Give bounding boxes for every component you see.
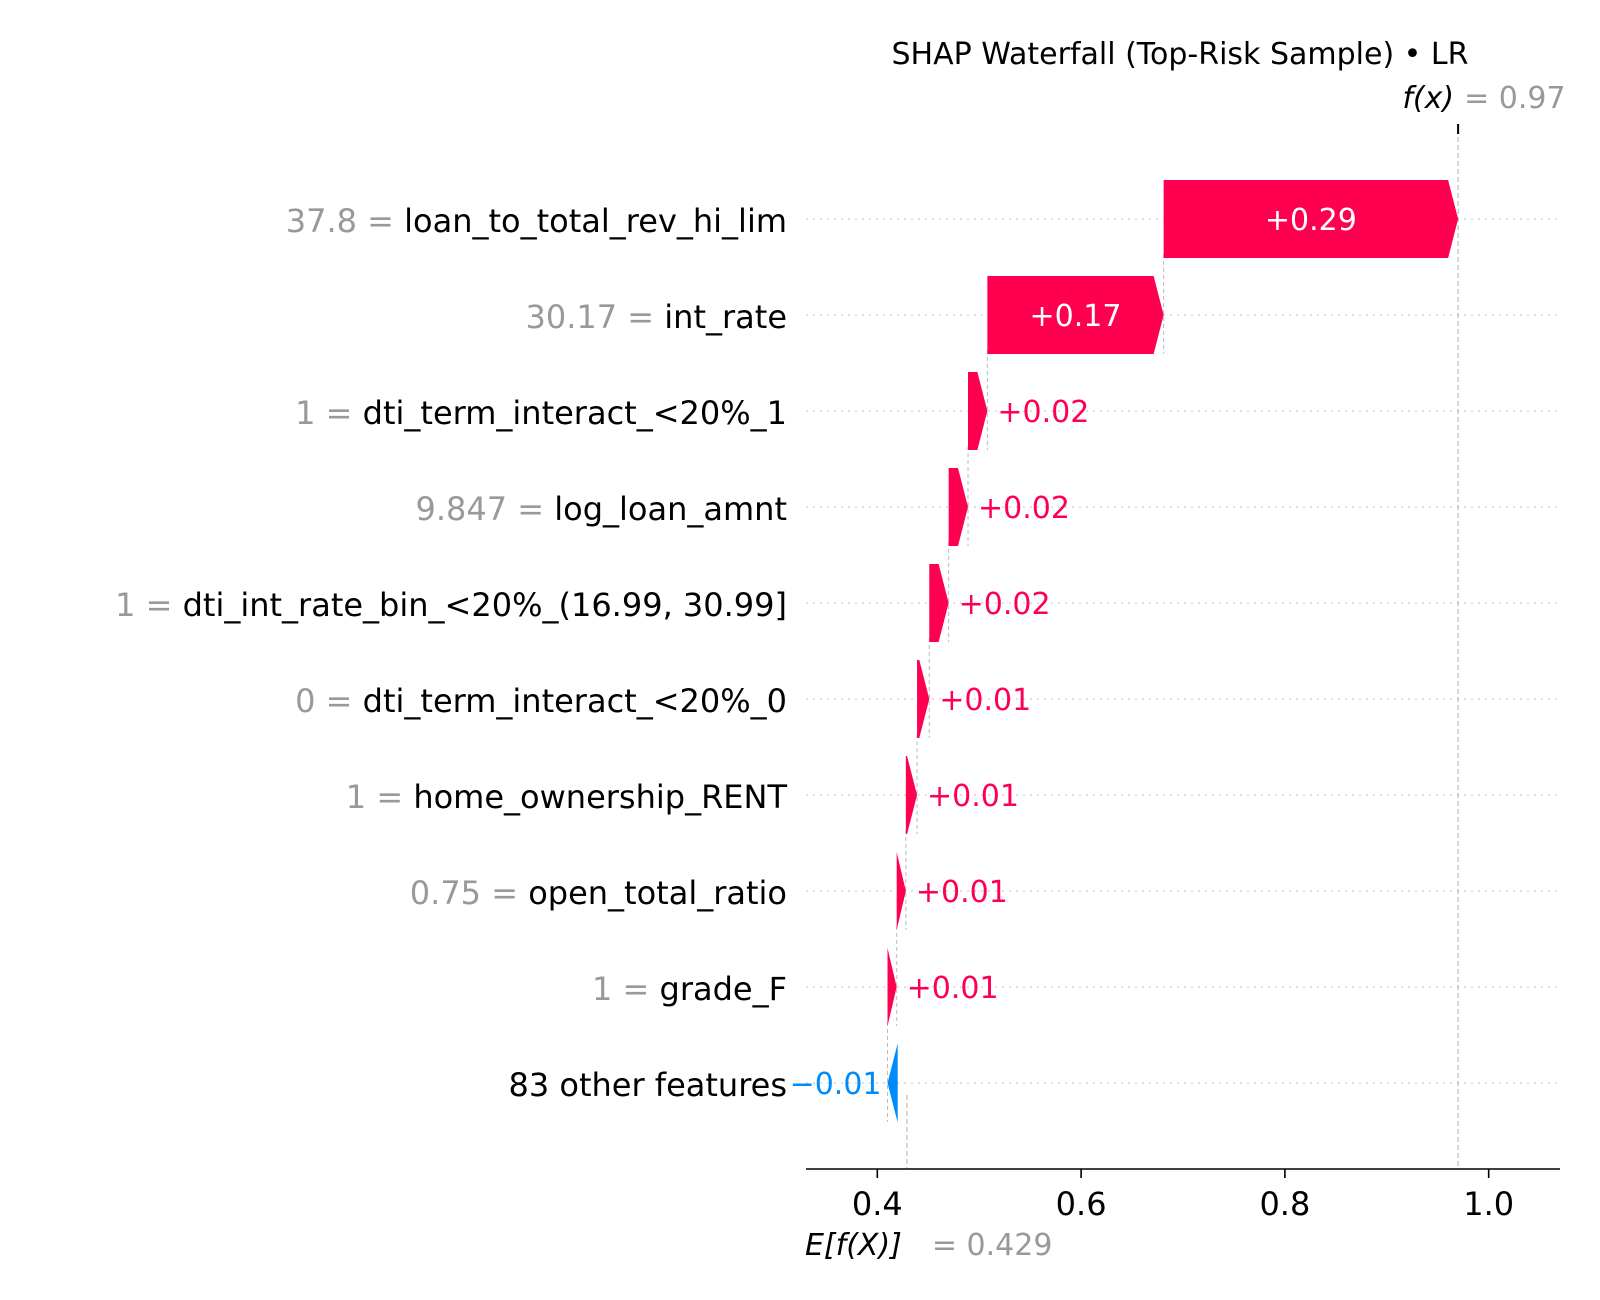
feature-name: 83 other features [508, 1066, 787, 1104]
shap-value-label: +0.29 [1265, 203, 1357, 238]
waterfall-bar [887, 948, 897, 1026]
feature-label: 37.8 = loan_to_total_rev_hi_lim [286, 202, 787, 240]
feature-value: 1 = [346, 778, 414, 816]
base-value-label: E[f(X)] [805, 1228, 902, 1263]
feature-name: dti_term_interact_<20%_1 [363, 394, 787, 432]
feature-name: home_ownership_RENT [413, 778, 787, 816]
feature-label: 1 = dti_term_interact_<20%_1 [295, 394, 787, 432]
waterfall-bar [887, 1044, 898, 1122]
feature-name: open_total_ratio [528, 874, 787, 912]
feature-value: 30.17 = [526, 298, 665, 336]
feature-label: 1 = grade_F [592, 970, 787, 1008]
feature-name: dti_int_rate_bin_<20%_(16.99, 30.99] [183, 586, 787, 624]
shap-value-label: +0.02 [978, 491, 1070, 526]
feature-value: 37.8 = [286, 202, 404, 240]
x-tick-label: 0.4 [852, 1185, 903, 1223]
shap-value-label: +0.01 [939, 683, 1031, 718]
feature-name: int_rate [664, 298, 787, 336]
feature-label: 1 = home_ownership_RENT [346, 778, 788, 816]
feature-value: 1 = [115, 586, 183, 624]
feature-label: 0.75 = open_total_ratio [410, 874, 787, 912]
output-value-label: f(x) [1402, 81, 1454, 116]
waterfall-bar [948, 468, 969, 546]
shap-value-label: +0.02 [997, 395, 1089, 430]
x-tick-label: 0.8 [1259, 1185, 1310, 1223]
feature-value: 9.847 = [415, 490, 554, 528]
waterfall-bar [896, 852, 906, 930]
feature-label: 83 other features [508, 1066, 787, 1104]
shap-value-label: −0.01 [790, 1067, 882, 1102]
base-value-text: = 0.429 [932, 1228, 1053, 1263]
waterfall-bar [929, 564, 949, 642]
feature-name: dti_term_interact_<20%_0 [363, 682, 787, 720]
feature-name: grade_F [660, 970, 787, 1008]
shap-value-label: +0.01 [916, 875, 1008, 910]
waterfall-bar [905, 756, 918, 834]
feature-value: 0.75 = [410, 874, 528, 912]
feature-name: loan_to_total_rev_hi_lim [404, 202, 787, 240]
waterfall-bar [917, 660, 930, 738]
waterfall-bar [1163, 180, 1459, 258]
chart-title: SHAP Waterfall (Top-Risk Sample) • LR [892, 37, 1469, 72]
shap-value-label: +0.17 [1030, 299, 1122, 334]
feature-label: 0 = dti_term_interact_<20%_0 [295, 682, 787, 720]
feature-name: log_loan_amnt [554, 490, 787, 528]
feature-label: 30.17 = int_rate [526, 298, 787, 336]
feature-value: 0 = [295, 682, 363, 720]
feature-value: 1 = [295, 394, 363, 432]
feature-label: 9.847 = log_loan_amnt [415, 490, 787, 528]
output-value-text: = 0.97 [1464, 81, 1565, 116]
waterfall-bar [968, 372, 988, 450]
feature-label: 1 = dti_int_rate_bin_<20%_(16.99, 30.99] [115, 586, 787, 624]
x-tick-label: 0.6 [1056, 1185, 1107, 1223]
shap-value-label: +0.02 [959, 587, 1051, 622]
waterfall-bar [987, 276, 1164, 354]
x-tick-label: 1.0 [1463, 1185, 1514, 1223]
shap-value-label: +0.01 [907, 971, 999, 1006]
feature-value: 1 = [592, 970, 660, 1008]
shap-value-label: +0.01 [927, 779, 1019, 814]
